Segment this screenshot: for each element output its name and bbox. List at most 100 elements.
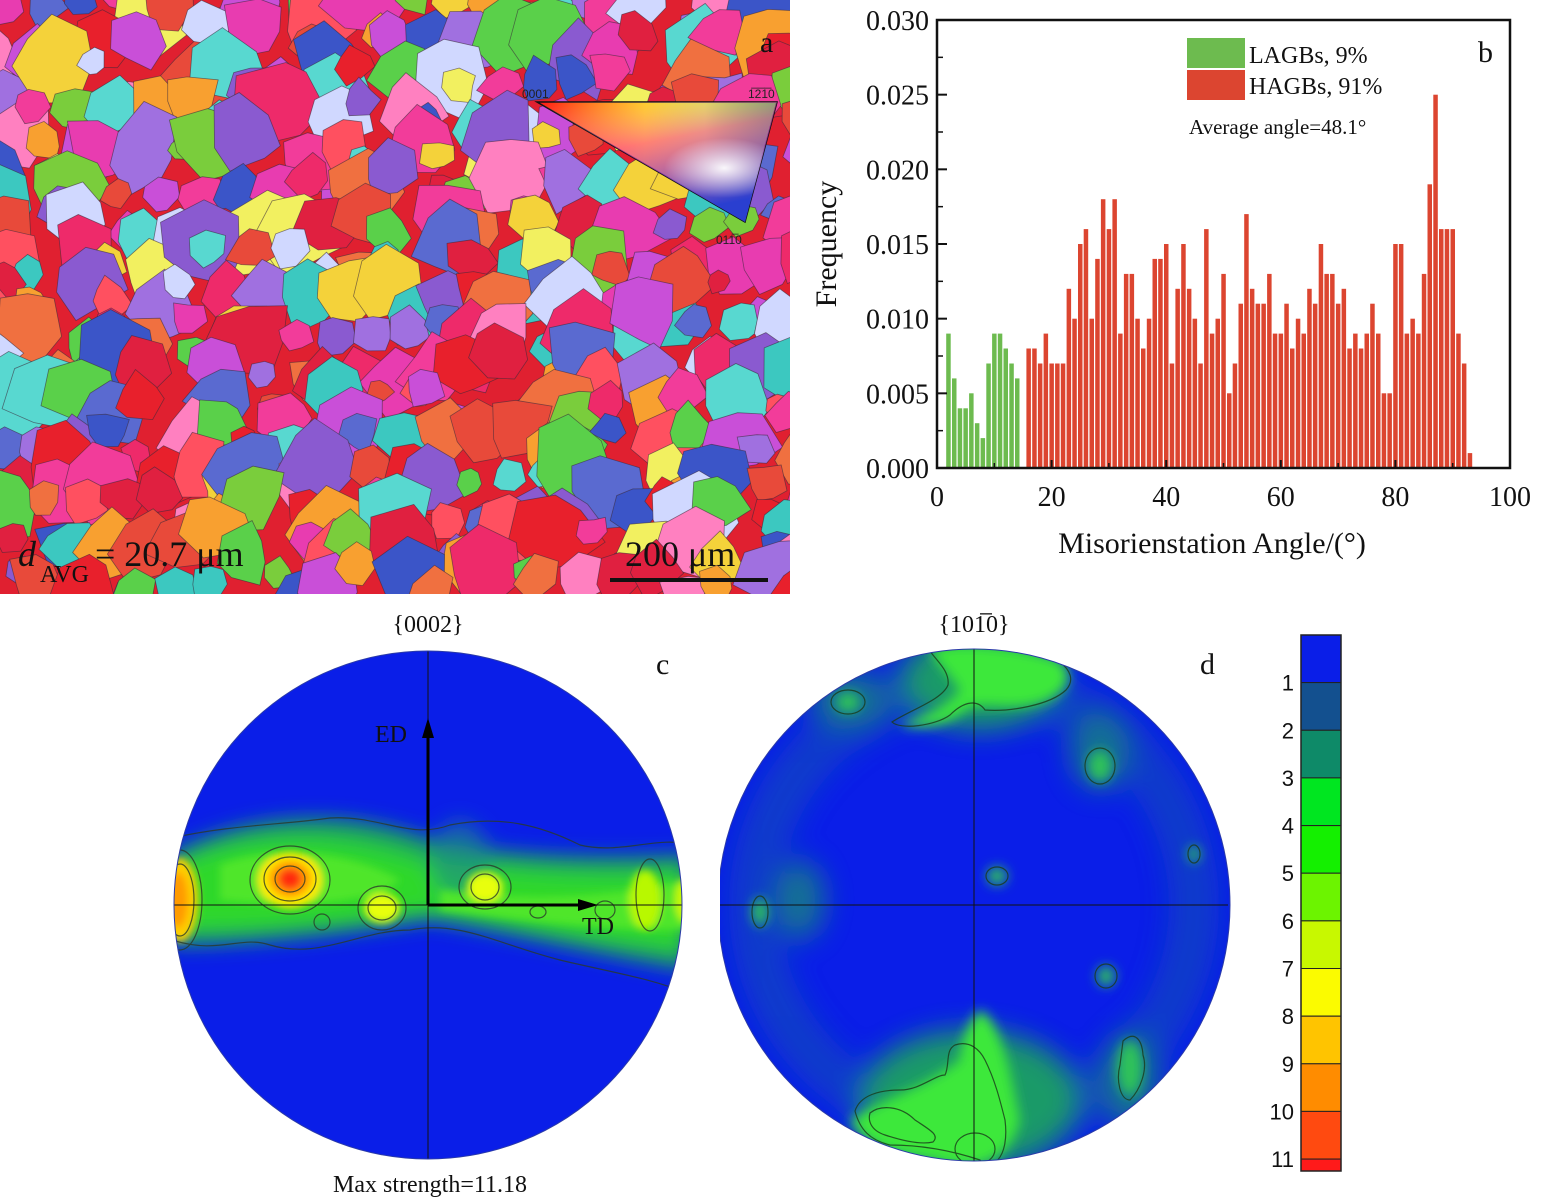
pole-figure-title-0002: {0002}	[392, 612, 463, 638]
scale-bar	[610, 578, 768, 582]
hagb-bar	[1249, 288, 1255, 468]
x-tick-label: 40	[1152, 482, 1180, 513]
ebsd-map-image: 0001 1̅2̅1̅0 011̅0 a d AVG = 20.7 μm 200…	[0, 0, 851, 646]
colorbar-level-label: 2	[1282, 718, 1294, 743]
hagb-bar	[1307, 288, 1312, 468]
x-tick-label: 100	[1489, 482, 1531, 513]
hagb-bar	[1244, 214, 1249, 468]
grain	[652, 208, 688, 240]
lagb-bar	[997, 333, 1003, 468]
hagb-bar	[1238, 303, 1243, 468]
pole-figure-title-1010: {101̅0}	[938, 612, 1009, 638]
hagb-bar	[1227, 393, 1232, 468]
ipf-label-0110: 011̅0	[716, 233, 742, 247]
grain	[353, 316, 392, 352]
hagb-bar	[1456, 333, 1461, 468]
colorbar-level-label: 6	[1282, 909, 1294, 934]
hagb-bar	[1427, 184, 1432, 469]
colorbar-level-label: 9	[1282, 1052, 1294, 1077]
hagb-bar	[1118, 333, 1123, 468]
legend-swatch-lagbs	[1187, 38, 1245, 68]
grain	[173, 302, 209, 334]
hagb-bar	[1376, 333, 1381, 468]
grain	[408, 368, 446, 408]
grain-size-value: = 20.7 μm	[95, 534, 244, 574]
hagb-bar	[1095, 258, 1100, 468]
ipf-label-0001: 0001	[522, 87, 549, 101]
hagb-bar	[1284, 303, 1289, 468]
hagb-bar	[1370, 303, 1375, 468]
x-axis-label: Misorienstation Angle/(°)	[1058, 527, 1366, 560]
legend: LAGBs, 9% HAGBs, 91% Average angle=48.1°	[1187, 38, 1382, 139]
hagb-bar	[1192, 318, 1198, 468]
grain	[688, 206, 730, 243]
hagb-bar	[1112, 199, 1117, 468]
hagb-bar	[1318, 244, 1324, 468]
pole-figure-outline	[173, 650, 683, 1160]
hagb-bar	[1164, 244, 1169, 468]
hagb-bar	[1358, 348, 1364, 468]
panel-label-d: d	[1200, 648, 1215, 681]
y-axis-ticks: 0.000 0.005 0.010 0.015 0.020 0.025 0.030	[866, 6, 947, 485]
hagb-bar	[1410, 318, 1415, 468]
hagb-bar	[1301, 333, 1306, 468]
hagb-bar	[1032, 348, 1037, 468]
hagb-bar	[1146, 318, 1152, 468]
grain	[142, 176, 181, 213]
y-tick-label: 0.010	[866, 305, 929, 336]
grain	[617, 10, 659, 52]
hagb-bar	[1353, 333, 1358, 468]
lagb-bar	[969, 393, 974, 468]
hagb-bar	[1232, 363, 1238, 468]
hagb-bar	[1347, 348, 1352, 468]
grain	[63, 0, 98, 15]
grain	[278, 318, 315, 352]
hagb-bar	[1158, 258, 1163, 468]
hagb-bar	[1175, 288, 1180, 468]
colorbar-level-label: 8	[1282, 1004, 1294, 1029]
legend-label-lagbs: LAGBs, 9%	[1249, 43, 1368, 69]
intensity-colorbar: 1 2 3 4 5 6 7 8 9 10 11	[1250, 630, 1350, 1180]
hagb-bar	[1439, 229, 1444, 468]
hagb-bar	[1135, 318, 1140, 468]
panel-label-c: c	[656, 648, 669, 681]
hagb-bar	[1089, 318, 1094, 468]
grain	[687, 9, 746, 56]
grain	[135, 466, 184, 514]
hagb-bar	[1404, 333, 1410, 468]
grain	[115, 368, 165, 421]
td-axis-arrow	[428, 899, 598, 911]
grain	[76, 46, 105, 75]
pole-figure-1010: {101̅0} d	[717, 612, 1231, 1162]
x-tick-label: 80	[1381, 482, 1409, 513]
hagb-bar	[1290, 348, 1295, 468]
hagb-bar	[1078, 244, 1083, 468]
colorbar-scale: 1 2 3 4 5 6 7 8 9 10 11	[1270, 634, 1342, 1172]
colorbar-level-label: 7	[1282, 957, 1294, 982]
hagb-bar	[1341, 288, 1347, 468]
grain	[718, 302, 760, 341]
hagb-bar	[1100, 199, 1106, 468]
grain	[531, 121, 561, 149]
colorbar-cell	[1300, 920, 1342, 969]
grain	[162, 263, 196, 300]
hagb-bar	[1381, 393, 1387, 468]
hagb-bar	[1444, 229, 1450, 468]
x-tick-label: 0	[930, 482, 944, 513]
hagb-bar	[1141, 348, 1146, 468]
lagb-bar	[980, 438, 986, 468]
lagb-bar	[992, 333, 997, 468]
grain	[247, 360, 276, 389]
hagb-bar	[1106, 229, 1112, 468]
ipf-label-1210: 1̅2̅1̅0	[748, 87, 775, 101]
max-strength-label: Max strength=11.18	[333, 1172, 527, 1198]
ed-axis-label: ED	[375, 722, 407, 748]
hagb-bar	[1364, 333, 1369, 468]
hagb-bar	[1215, 318, 1220, 468]
y-tick-label: 0.025	[866, 81, 929, 112]
hagb-bar	[1467, 453, 1473, 468]
grain	[334, 541, 376, 587]
hagb-bar	[1072, 318, 1077, 468]
hagb-bar	[1398, 244, 1404, 468]
colorbar-level-label: 10	[1270, 1099, 1294, 1124]
